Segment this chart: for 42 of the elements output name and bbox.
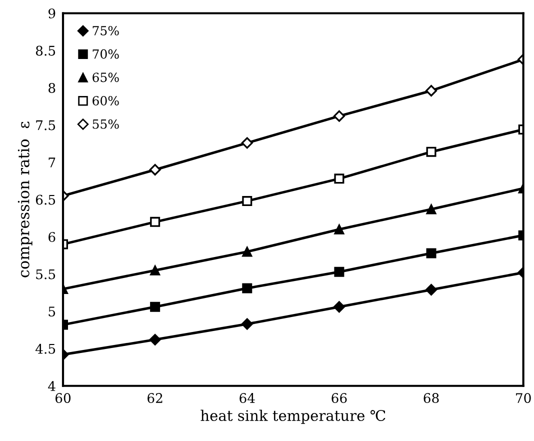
y-tick-label: 5 (48, 306, 56, 317)
y-tick-label: 4 (48, 381, 56, 391)
legend-label: 55% (92, 119, 119, 129)
point (242, 283, 252, 294)
point (242, 196, 252, 206)
point (334, 224, 344, 234)
y-tick-label: 6 (48, 232, 56, 242)
y-tick-label: 5.5 (36, 269, 56, 280)
y-tick-label: 6.5 (36, 194, 56, 205)
point (242, 246, 252, 257)
y-tick-label: 7 (48, 158, 56, 168)
y-tick-label: 8 (48, 82, 56, 93)
point (426, 204, 436, 214)
legend-label: 60% (92, 96, 119, 106)
point (334, 266, 344, 277)
y-tick-label: 4.5 (35, 344, 56, 354)
point (426, 248, 436, 258)
x-tick-label: 70 (516, 393, 531, 404)
point (150, 216, 160, 227)
x-tick-label: 66 (332, 393, 347, 404)
x-tick-label: 62 (148, 393, 162, 404)
point (149, 164, 161, 176)
y-tick-label: 9 (48, 8, 56, 18)
legend-label: 75% (92, 26, 119, 36)
x-tick-label: 68 (424, 393, 439, 404)
y-axis-title: compression ratio ε (18, 122, 32, 278)
point (150, 302, 160, 312)
x-tick-label: 64 (240, 393, 255, 404)
point (241, 318, 253, 330)
x-tick-label: 60 (56, 393, 71, 404)
y-tick-label: 7.5 (36, 120, 56, 130)
point (241, 137, 253, 149)
point (333, 110, 345, 122)
point (426, 146, 436, 157)
x-axis-title: heat sink temperature ℃ (200, 410, 386, 424)
point (149, 334, 161, 346)
point (333, 301, 345, 313)
legend-label: 65% (92, 72, 119, 82)
legend-label: 70% (92, 49, 119, 59)
point (150, 265, 160, 276)
y-tick-label: 8.5 (36, 46, 56, 56)
point (334, 174, 344, 184)
